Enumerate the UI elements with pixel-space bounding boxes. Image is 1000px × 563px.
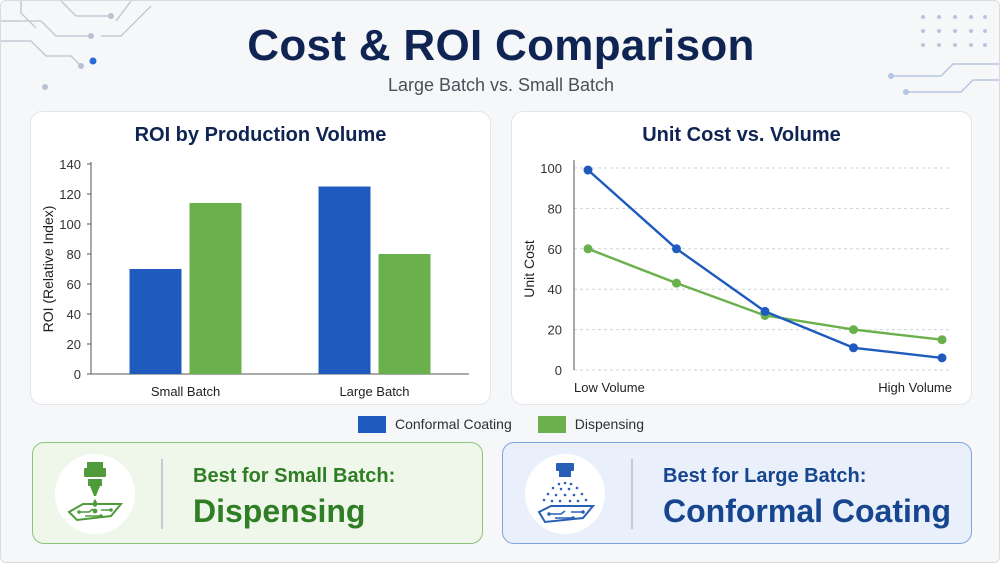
y-tick-label: 60 bbox=[67, 277, 81, 292]
card-divider bbox=[631, 459, 633, 529]
line-dispensing bbox=[587, 247, 943, 341]
y-axis-title: Unit Cost bbox=[521, 240, 537, 298]
y-tick-label: 20 bbox=[67, 337, 81, 352]
y-tick-label: 120 bbox=[59, 187, 81, 202]
point-conformal-coating bbox=[583, 165, 593, 175]
point-dispensing bbox=[672, 278, 681, 288]
y-tick-label: 0 bbox=[555, 363, 562, 378]
roi-chart-title: ROI by Production Volume bbox=[134, 124, 387, 146]
y-tick-label: 80 bbox=[67, 247, 81, 262]
page-subtitle: Large Batch vs. Small Batch bbox=[387, 75, 615, 95]
page-title: Cost & ROI Comparison bbox=[247, 21, 755, 70]
card-divider bbox=[161, 459, 163, 529]
y-tick-label: 140 bbox=[59, 157, 81, 172]
legend-label-conformal-coating: Conformal Coating bbox=[395, 416, 512, 432]
point-conformal-coating bbox=[937, 353, 947, 363]
large-batch-kicker: Best for Large Batch: bbox=[663, 465, 867, 487]
dot-grid-decoration bbox=[921, 15, 987, 47]
bar-dispensing bbox=[189, 203, 242, 374]
y-tick-label: 100 bbox=[59, 217, 81, 232]
x-tick-label: Small Batch bbox=[151, 384, 220, 399]
unit-cost-chart-panel: Unit Cost vs. Volume 0 20 40 60 80 100 Unit Co… bbox=[511, 111, 972, 405]
y-axis-title: ROI (Relative Index) bbox=[40, 206, 56, 333]
spray-coating-icon bbox=[525, 454, 605, 534]
y-tick-label: 80 bbox=[548, 201, 562, 216]
small-batch-recommendation-card: Best for Small Batch: Dispensing bbox=[32, 442, 483, 544]
small-batch-recommendation: Dispensing bbox=[193, 493, 366, 529]
legend-item-conformal-coating: Conformal Coating bbox=[358, 415, 512, 433]
point-dispensing bbox=[937, 335, 947, 345]
point-conformal-coating bbox=[760, 306, 770, 316]
y-tick-label: 60 bbox=[548, 242, 562, 257]
point-conformal-coating bbox=[672, 244, 681, 254]
bar-dispensing bbox=[378, 254, 431, 374]
bar-conformal-coating bbox=[129, 269, 182, 374]
y-tick-label: 0 bbox=[74, 367, 81, 382]
y-tick-label: 40 bbox=[67, 307, 81, 322]
point-dispensing bbox=[849, 325, 858, 335]
legend-swatch-dispensing bbox=[537, 415, 566, 433]
y-tick-label: 100 bbox=[540, 161, 562, 176]
unit-cost-chart-title: Unit Cost vs. Volume bbox=[642, 124, 841, 146]
unit-cost-line-chart: 0 20 40 60 80 100 Unit Cost Low Volume High Volu… bbox=[521, 160, 952, 395]
x-tick-label-low-volume: Low Volume bbox=[574, 380, 645, 395]
small-batch-kicker: Best for Small Batch: bbox=[193, 465, 396, 487]
legend-item-dispensing: Dispensing bbox=[537, 415, 644, 433]
y-tick-label: 40 bbox=[548, 282, 562, 297]
legend-label-dispensing: Dispensing bbox=[574, 416, 644, 432]
large-batch-recommendation: Conformal Coating bbox=[663, 493, 951, 529]
y-tick-label: 20 bbox=[548, 323, 562, 338]
point-conformal-coating bbox=[849, 343, 858, 353]
large-batch-recommendation-card: Best for Large Batch: Conformal Coating bbox=[502, 442, 972, 544]
x-tick-label: Large Batch bbox=[339, 384, 409, 399]
x-tick-label-high-volume: High Volume bbox=[878, 380, 952, 395]
roi-chart-panel: ROI by Production Volume 0 20 40 60 80 100 120… bbox=[30, 111, 491, 405]
circuit-decoration-top-right bbox=[888, 63, 999, 95]
chart-legend: Conformal Coating Dispensing bbox=[1, 413, 999, 435]
circuit-decoration-top-left bbox=[1, 1, 152, 90]
legend-swatch-conformal-coating bbox=[358, 415, 386, 433]
bar-conformal-coating bbox=[318, 186, 371, 374]
dispensing-nozzle-icon bbox=[55, 454, 135, 534]
point-dispensing bbox=[583, 244, 593, 254]
roi-bar-chart: 0 20 40 60 80 100 120 140 ROI (Relative Index) Sm… bbox=[40, 157, 469, 399]
